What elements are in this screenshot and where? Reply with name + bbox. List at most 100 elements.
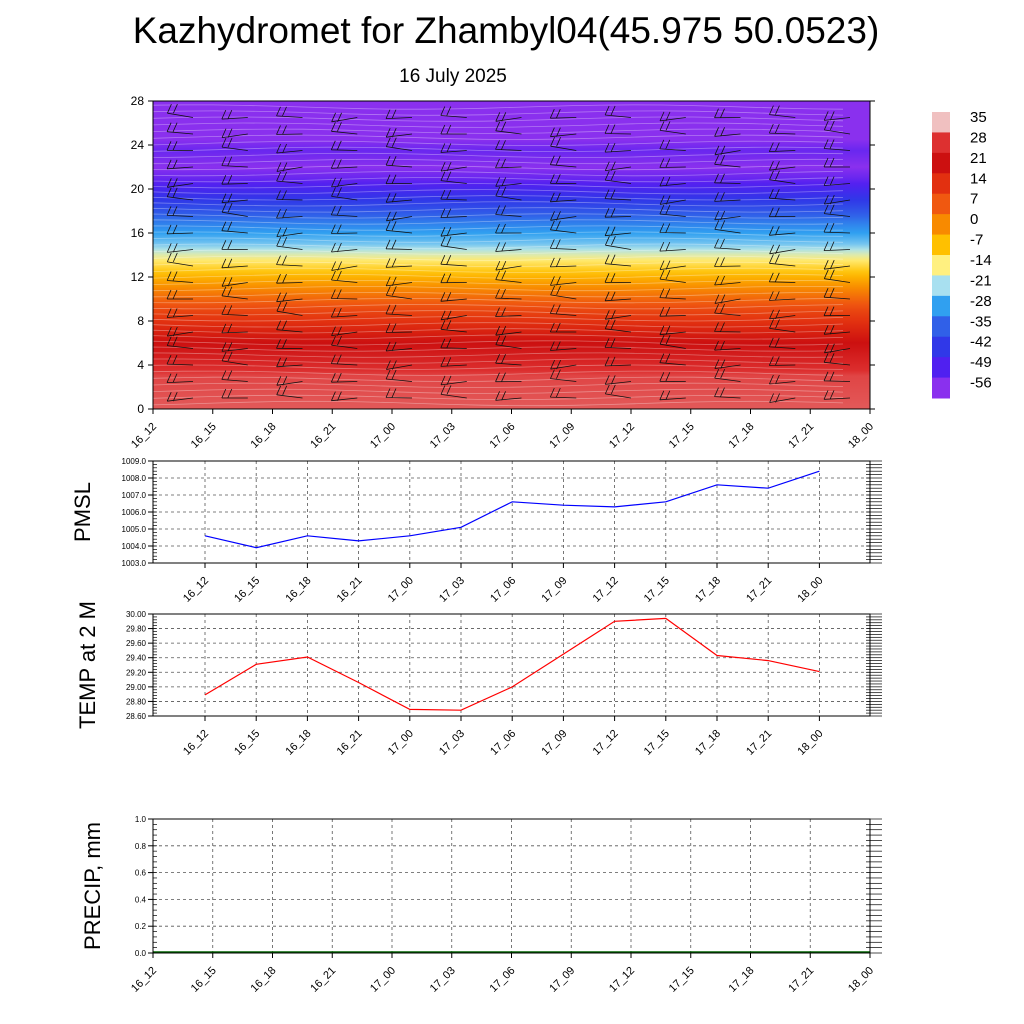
wind-barb bbox=[604, 338, 632, 349]
wind-barb bbox=[769, 309, 796, 320]
wind-barb bbox=[605, 236, 632, 250]
wind-barb bbox=[495, 223, 522, 234]
wind-barb bbox=[330, 224, 358, 234]
wind-barb bbox=[221, 137, 248, 151]
wind-barb bbox=[659, 372, 686, 382]
isotherm-line bbox=[152, 195, 844, 201]
isotherm-line bbox=[152, 237, 844, 243]
x-tick-label: 17_03 bbox=[437, 728, 467, 758]
wind-barb bbox=[549, 239, 577, 250]
wind-barb bbox=[768, 272, 796, 283]
wind-barb bbox=[549, 155, 577, 168]
wind-barb bbox=[823, 306, 851, 317]
x-tick-label: 17_18 bbox=[693, 728, 723, 758]
wind-barb bbox=[385, 109, 413, 119]
wind-barb bbox=[385, 276, 413, 287]
x-tick-label: 17_06 bbox=[488, 965, 518, 995]
wind-barb bbox=[221, 128, 248, 138]
wind-barb bbox=[166, 224, 194, 235]
x-tick-label: 17_06 bbox=[488, 575, 518, 605]
y-tick-label: 16 bbox=[131, 226, 145, 240]
y-tick-label: 20 bbox=[131, 182, 145, 196]
colorbar-label: -28 bbox=[970, 293, 992, 310]
isotherm-line bbox=[152, 358, 843, 364]
wind-barb bbox=[276, 143, 303, 154]
isotherm-line bbox=[152, 388, 844, 395]
colorbar-label: -56 bbox=[970, 375, 992, 392]
wind-barb bbox=[331, 270, 358, 283]
x-tick-label: 16_15 bbox=[189, 421, 219, 451]
isotherm-line bbox=[152, 298, 844, 304]
x-tick-label: 17_00 bbox=[386, 575, 416, 605]
wind-barb bbox=[714, 210, 741, 221]
isotherm-line bbox=[152, 177, 844, 183]
chart-date: 16 July 2025 bbox=[399, 66, 507, 87]
wind-barb bbox=[440, 385, 467, 399]
wind-barb bbox=[823, 222, 851, 234]
wind-barb bbox=[221, 388, 248, 399]
wind-barb bbox=[714, 145, 741, 156]
wind-barb bbox=[331, 326, 358, 336]
wind-barb bbox=[714, 340, 741, 351]
wind-barb bbox=[385, 369, 413, 382]
wind-barb bbox=[276, 125, 303, 135]
isotherm-line bbox=[152, 207, 844, 213]
wind-barb bbox=[166, 354, 194, 366]
wind-barb bbox=[276, 106, 303, 118]
wind-barb bbox=[604, 384, 632, 399]
colorbar-segment bbox=[932, 152, 950, 174]
wind-barb bbox=[276, 227, 303, 237]
isotherm-line bbox=[152, 279, 844, 286]
y-tick-label: 1007.0 bbox=[122, 491, 147, 500]
wind-barb bbox=[385, 258, 413, 268]
colorbar-segment bbox=[932, 255, 950, 276]
wind-barb bbox=[659, 139, 686, 151]
x-tick-label: 17_21 bbox=[744, 575, 774, 605]
wind-barb bbox=[604, 291, 632, 302]
wind-barb bbox=[768, 291, 796, 301]
wind-barb bbox=[769, 319, 796, 333]
isotherm-line bbox=[152, 219, 844, 225]
wind-barb bbox=[276, 171, 303, 184]
wind-barb bbox=[221, 286, 248, 300]
wind-barb bbox=[221, 109, 248, 120]
wind-barb bbox=[331, 122, 358, 135]
colorbar-segment bbox=[932, 112, 950, 133]
isotherm-line bbox=[152, 394, 844, 401]
wind-barb bbox=[385, 388, 413, 399]
wind-barb bbox=[823, 241, 851, 251]
wind-barb bbox=[221, 193, 248, 204]
wind-barb bbox=[550, 276, 577, 286]
wind-barb bbox=[823, 120, 851, 135]
wind-barb bbox=[221, 240, 248, 250]
x-tick-label: 17_03 bbox=[428, 421, 458, 451]
wind-barb bbox=[604, 319, 632, 333]
wind-barb bbox=[714, 238, 741, 250]
x-tick-label: 17_06 bbox=[488, 728, 518, 758]
wind-barb bbox=[659, 325, 686, 336]
wind-barb bbox=[166, 289, 193, 300]
isotherm-line bbox=[152, 261, 844, 267]
wind-barb bbox=[659, 121, 686, 135]
wind-barb bbox=[386, 211, 413, 222]
wind-barb bbox=[276, 162, 303, 172]
wind-barb bbox=[659, 335, 686, 349]
isotherm-line bbox=[152, 189, 844, 195]
wind-barb bbox=[768, 337, 796, 349]
isotherm-line bbox=[152, 225, 844, 231]
y-tick-label: 1004.0 bbox=[122, 542, 147, 551]
x-tick-label: 17_21 bbox=[786, 965, 816, 995]
wind-barb bbox=[823, 139, 851, 151]
temperature-field bbox=[153, 101, 870, 409]
wind-barb bbox=[221, 203, 248, 217]
panel-frame bbox=[152, 460, 871, 564]
isotherm-line bbox=[152, 128, 844, 134]
wind-barb bbox=[440, 106, 467, 118]
isotherm-line bbox=[152, 183, 844, 189]
wind-barb bbox=[495, 288, 522, 300]
wind-barb bbox=[166, 243, 194, 253]
wind-barb bbox=[714, 387, 741, 399]
isotherm-line bbox=[152, 364, 844, 370]
wind-barb bbox=[221, 351, 248, 366]
y-tick-label: 29.00 bbox=[126, 683, 147, 692]
